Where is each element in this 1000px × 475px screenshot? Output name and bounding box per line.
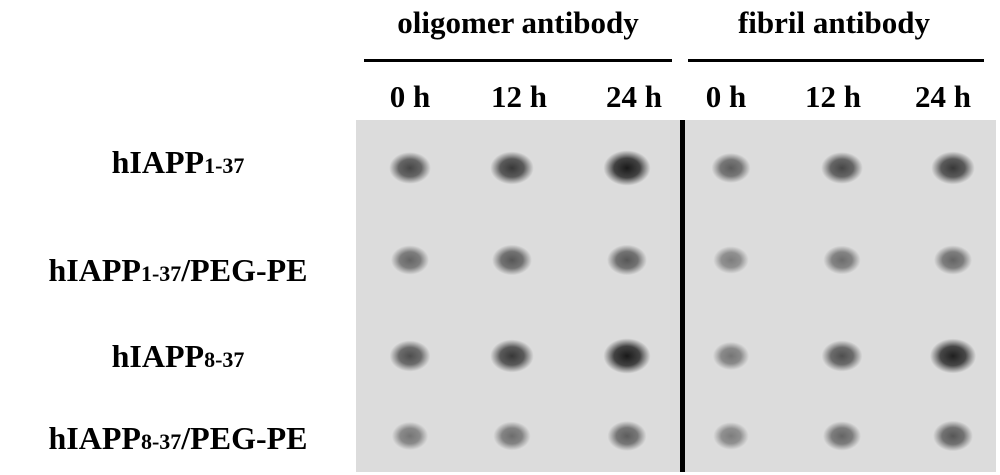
dots-layer [389, 150, 977, 452]
panel-title-fibril: fibril antibody [737, 5, 931, 40]
blot-dot-row2-oligomer-0h [390, 245, 430, 275]
blot-dot-row4-fibril-24h [933, 420, 973, 452]
time-label-fibril-0h: 0 h [705, 79, 747, 114]
row-label-prefix: hIAPP [48, 420, 141, 456]
time-label-oligomer-24h: 24 h [606, 79, 662, 114]
row-label-prefix: hIAPP [48, 252, 141, 288]
blot-dot-row2-fibril-12h [823, 245, 861, 275]
row-label-hiapp1-37-peg-pe: hIAPP1-37/PEG-PE [0, 252, 356, 292]
time-label-fibril-12h: 12 h [805, 79, 861, 114]
blot-dot-row4-fibril-12h [822, 421, 862, 451]
blot-dot-row1-fibril-24h [931, 151, 975, 185]
blot-dot-row4-fibril-0h [713, 422, 749, 450]
blot-dot-row1-oligomer-0h [389, 152, 431, 184]
row-label-subscript: 1-37 [204, 153, 245, 178]
row-label-subscript: 8-37 [140, 429, 182, 454]
blot-dot-row1-oligomer-24h [603, 150, 651, 186]
row-label-suffix: /PEG-PE [181, 420, 308, 456]
row-label-hiapp8-37: hIAPP8-37 [0, 338, 356, 378]
blot-dot-row1-fibril-0h [711, 153, 751, 183]
row-label-subscript: 8-37 [204, 347, 245, 372]
row-label-prefix: hIAPP [111, 144, 205, 180]
blot-dot-row3-fibril-0h [712, 341, 750, 371]
time-label-oligomer-0h: 0 h [389, 79, 431, 114]
panel-title-oligomer: oligomer antibody [397, 5, 639, 40]
blot-dot-row4-oligomer-12h [493, 421, 531, 451]
blot-dot-row2-oligomer-12h [492, 244, 532, 276]
blot-dot-row4-oligomer-24h [607, 421, 647, 451]
panel-divider [680, 120, 685, 472]
blot-dot-row3-oligomer-0h [389, 340, 431, 372]
time-label-oligomer-12h: 12 h [491, 79, 547, 114]
blot-dot-row2-fibril-0h [713, 246, 749, 274]
blot-dot-row3-oligomer-24h [603, 338, 651, 374]
row-label-suffix: /PEG-PE [181, 252, 308, 288]
blot-dot-row4-oligomer-0h [391, 421, 429, 451]
panel-underline-fibril [688, 59, 984, 62]
row-label-hiapp1-37: hIAPP1-37 [0, 144, 356, 184]
row-label-subscript: 1-37 [140, 261, 182, 286]
row-label-prefix: hIAPP [111, 338, 205, 374]
time-label-fibril-24h: 24 h [915, 79, 971, 114]
row-label-hiapp8-37-peg-pe: hIAPP8-37/PEG-PE [0, 420, 356, 460]
panel-underline-oligomer [364, 59, 672, 62]
blot-dot-row1-oligomer-12h [490, 151, 534, 185]
blot-dot-row2-oligomer-24h [607, 244, 647, 276]
blot-dot-row3-fibril-12h [821, 340, 863, 372]
blot-dot-row3-oligomer-12h [490, 339, 534, 373]
blot-dot-row3-fibril-24h [929, 338, 977, 374]
blot-dots [356, 120, 996, 472]
blot-dot-row2-fibril-24h [933, 245, 973, 275]
blot-membrane [356, 120, 996, 472]
membrane-background [356, 120, 996, 472]
blot-dot-row1-fibril-12h [821, 152, 863, 184]
